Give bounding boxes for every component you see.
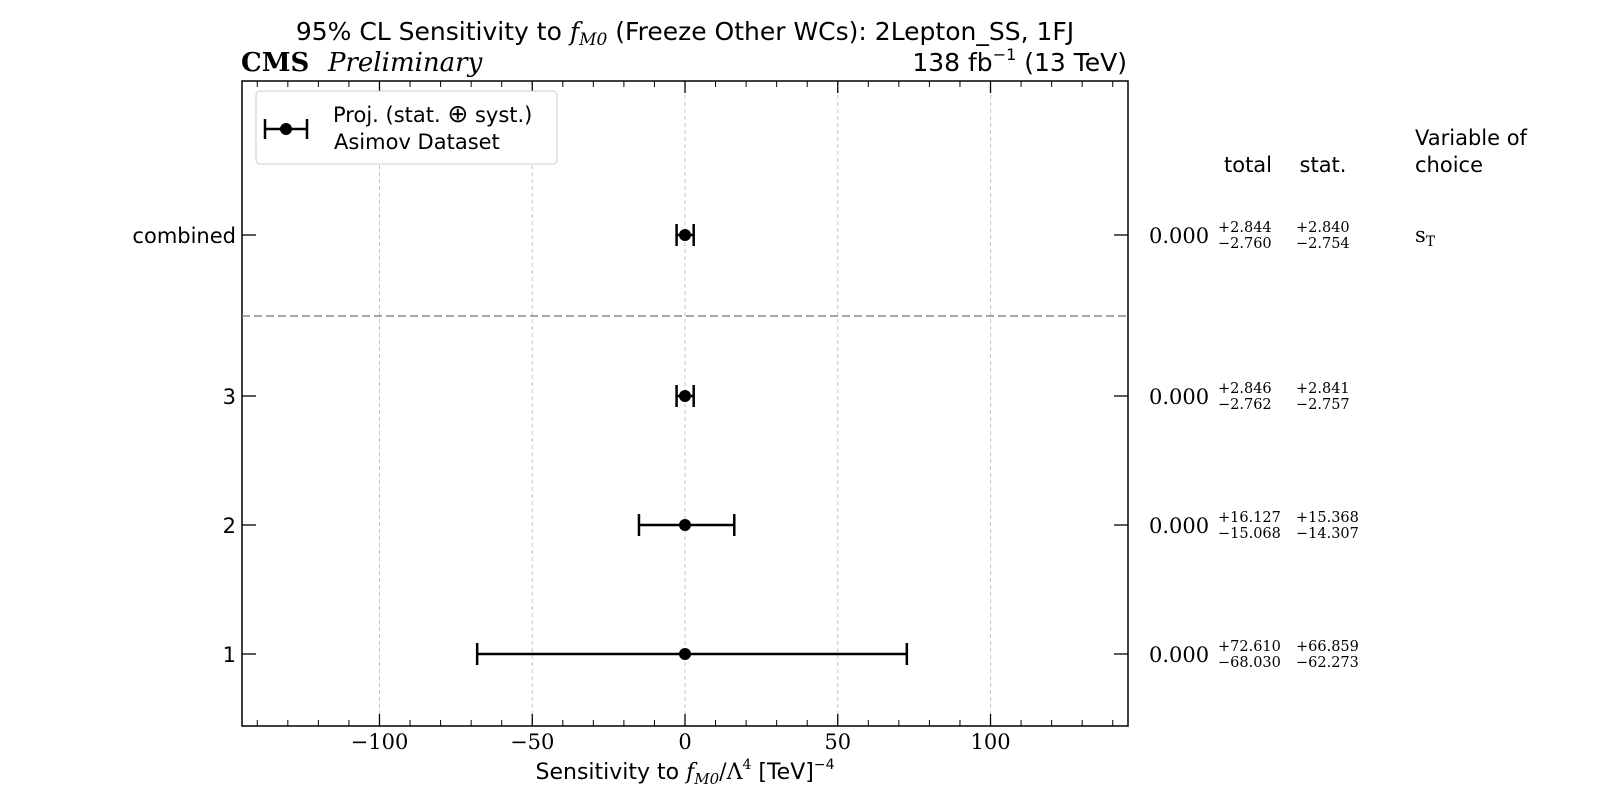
marks-layer	[475, 224, 909, 665]
y-tick-label: 2	[223, 514, 236, 538]
legend-marker	[263, 119, 309, 139]
central-value-point	[679, 229, 691, 241]
total-up-text: +2.844	[1218, 220, 1272, 236]
total-up-text: +72.610	[1218, 639, 1281, 655]
stat-up-text: +2.841	[1296, 381, 1350, 397]
ticks-layer: −100 −50 0 50 100 combined 3 2 1	[132, 81, 1128, 754]
total-up-text: +2.846	[1218, 381, 1272, 397]
lumi-label: 138 fb−1 (13 TeV)	[912, 45, 1127, 77]
y-tick-label: 1	[223, 643, 236, 667]
header-variable-line-2: choice	[1415, 153, 1483, 177]
y-tick-label: 3	[223, 385, 236, 409]
stat-down-text: −2.757	[1296, 397, 1350, 413]
total-down-text: −15.068	[1218, 526, 1281, 542]
x-axis-label: Sensitivity to fM0/Λ4 [TeV]−4	[536, 757, 835, 788]
central-value-point	[679, 390, 691, 402]
x-tick-label: −100	[351, 730, 409, 754]
cms-label: CMS	[241, 48, 309, 78]
header-variable-line-1: Variable of	[1415, 126, 1528, 150]
legend-box	[255, 90, 558, 165]
header-stat: stat.	[1300, 153, 1347, 177]
variable-choice-text: sT	[1415, 223, 1436, 250]
legend-line-1: Proj. (stat. ⊕ syst.)	[333, 99, 532, 128]
central-value-text: 0.000	[1149, 224, 1209, 248]
total-up-text: +16.127	[1218, 510, 1281, 526]
stat-up-text: +2.840	[1296, 220, 1350, 236]
preliminary-label: Preliminary	[327, 48, 483, 78]
y-tick-label: combined	[132, 224, 236, 248]
total-down-text: −2.760	[1218, 236, 1272, 252]
x-tick-label: 50	[824, 730, 851, 754]
x-tick-label: 0	[678, 730, 691, 754]
central-value-text: 0.000	[1149, 643, 1209, 667]
x-tick-label: 100	[970, 730, 1010, 754]
legend-line-2: Asimov Dataset	[334, 130, 500, 154]
total-down-text: −2.762	[1218, 397, 1272, 413]
x-tick-label: −50	[510, 730, 554, 754]
central-value-point	[679, 648, 691, 660]
grid-layer	[378, 81, 992, 726]
header-total: total	[1224, 153, 1272, 177]
stat-up-text: +15.368	[1296, 510, 1359, 526]
stat-down-text: −62.273	[1296, 655, 1359, 671]
stat-down-text: −2.754	[1296, 236, 1350, 252]
central-value-text: 0.000	[1149, 514, 1209, 538]
total-down-text: −68.030	[1218, 655, 1281, 671]
central-value-point	[679, 519, 691, 531]
legend: Proj. (stat. ⊕ syst.) Asimov Dataset	[255, 90, 558, 165]
stat-up-text: +66.859	[1296, 639, 1359, 655]
stat-down-text: −14.307	[1296, 526, 1359, 542]
chart-title: 95% CL Sensitivity to fM0 (Freeze Other …	[296, 17, 1074, 50]
value-table: 0.000 +2.844−2.760 +2.840−2.754 sT 0.000 +2.8…	[1149, 220, 1436, 671]
central-value-text: 0.000	[1149, 385, 1209, 409]
